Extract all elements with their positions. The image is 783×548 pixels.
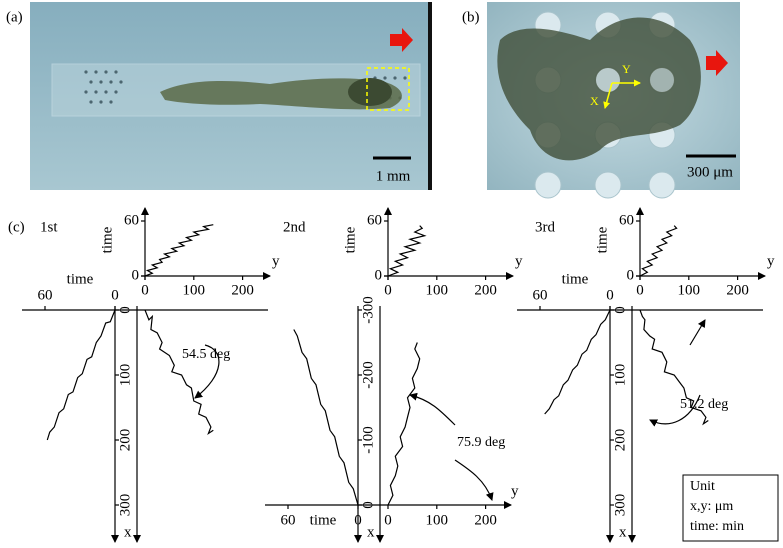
time-tick-label: 60 bbox=[533, 287, 548, 303]
angle-label: 54.5 deg bbox=[182, 347, 230, 362]
trajectory bbox=[544, 309, 611, 415]
axis-label: time bbox=[594, 226, 610, 253]
x-tick-label: 100 bbox=[426, 512, 449, 528]
x-tick-label: -200 bbox=[360, 361, 376, 389]
y-tick-label: 0 bbox=[627, 267, 635, 283]
x-tick-label: 200 bbox=[474, 282, 497, 298]
x-tick-label: 300 bbox=[117, 494, 133, 517]
photo-b bbox=[487, 2, 740, 199]
axis-label: time bbox=[562, 271, 589, 287]
x-tick-label: 300 bbox=[612, 494, 628, 517]
x-tick-label: 0 bbox=[384, 512, 392, 528]
scale-bar-label: 300 μm bbox=[687, 164, 733, 180]
axis-label: x bbox=[124, 524, 132, 540]
x-tick-label: 0 bbox=[612, 306, 628, 314]
unit-box bbox=[682, 474, 779, 542]
trajectory bbox=[387, 225, 427, 277]
axis-label: time bbox=[67, 271, 94, 287]
axis-label: y bbox=[767, 253, 775, 269]
time-tick-label: 0 bbox=[354, 512, 362, 528]
x-tick-label: 100 bbox=[117, 364, 133, 387]
trajectory bbox=[639, 309, 709, 426]
trajectory bbox=[46, 309, 116, 441]
time-tick-label: 60 bbox=[38, 287, 53, 303]
axis-label: x bbox=[619, 524, 627, 540]
unit-text: x,y: μm bbox=[690, 499, 733, 514]
x-tick-label: -300 bbox=[360, 296, 376, 324]
axis-label: y bbox=[511, 483, 519, 499]
annotation-arrow bbox=[649, 394, 701, 427]
unit-title: Unit bbox=[690, 479, 715, 494]
y-tick-label: 60 bbox=[367, 212, 382, 228]
x-tick-label: 0 bbox=[636, 282, 644, 298]
x-tick-label: -100 bbox=[360, 426, 376, 454]
trial-label: 2nd bbox=[283, 219, 306, 235]
x-tick-label: 200 bbox=[117, 429, 133, 452]
axis-label: time bbox=[342, 226, 358, 253]
time-tick-label: 60 bbox=[281, 512, 296, 528]
axis-label: time bbox=[99, 226, 115, 253]
axis-label: time bbox=[310, 512, 337, 528]
annotation-arrow bbox=[454, 459, 494, 501]
trial-label: 3rd bbox=[535, 219, 555, 235]
time-tick-label: 0 bbox=[111, 287, 119, 303]
panel-label: (c) bbox=[8, 219, 25, 235]
trajectory bbox=[387, 342, 421, 506]
axis-label: Y bbox=[622, 62, 631, 76]
time-tick-label: 0 bbox=[606, 287, 614, 303]
panel-label: (b) bbox=[462, 9, 480, 25]
x-tick-label: 0 bbox=[384, 282, 392, 298]
photo-a bbox=[30, 2, 432, 190]
x-tick-label: 200 bbox=[231, 282, 254, 298]
trajectory bbox=[293, 329, 359, 506]
x-tick-label: 200 bbox=[612, 429, 628, 452]
angle-label: 75.9 deg bbox=[457, 435, 505, 450]
trajectory bbox=[144, 224, 214, 277]
trajectory bbox=[639, 225, 678, 277]
x-tick-label: 100 bbox=[612, 364, 628, 387]
trial-label: 1st bbox=[40, 219, 58, 235]
x-tick-label: 100 bbox=[183, 282, 206, 298]
x-tick-label: 0 bbox=[117, 306, 133, 314]
x-tick-label: 100 bbox=[426, 282, 449, 298]
axis-label: y bbox=[515, 253, 523, 269]
x-tick-label: 200 bbox=[474, 512, 497, 528]
x-tick-label: 200 bbox=[726, 282, 749, 298]
annotation-arrow bbox=[689, 319, 706, 346]
y-tick-label: 60 bbox=[619, 212, 634, 228]
axis-label: x bbox=[367, 524, 375, 540]
y-tick-label: 60 bbox=[124, 212, 139, 228]
scale-bar-label: 1 mm bbox=[376, 168, 411, 184]
x-tick-label: 100 bbox=[678, 282, 701, 298]
annotation-arrow bbox=[194, 344, 220, 399]
x-tick-label: 0 bbox=[141, 282, 149, 298]
panel-label: (a) bbox=[6, 9, 23, 25]
y-tick-label: 0 bbox=[375, 267, 383, 283]
axis-label: X bbox=[590, 94, 599, 108]
annotation-arrow bbox=[409, 392, 456, 426]
angle-label: 51.2 deg bbox=[680, 397, 728, 412]
trajectory bbox=[144, 309, 214, 436]
x-tick-label: 0 bbox=[360, 501, 376, 509]
y-tick-label: 0 bbox=[132, 267, 140, 283]
unit-text: time: min bbox=[690, 519, 744, 534]
axis-label: y bbox=[272, 253, 280, 269]
